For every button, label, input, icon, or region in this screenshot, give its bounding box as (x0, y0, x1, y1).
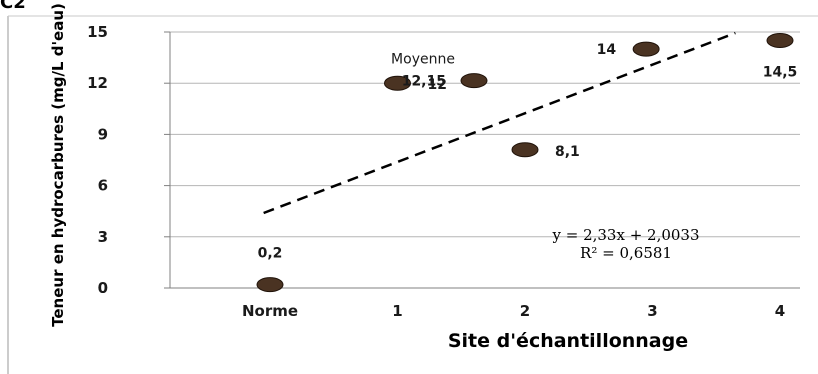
data-point-1 (256, 277, 284, 293)
data-points (256, 33, 794, 293)
y-tick-label-12: 12 (87, 74, 108, 92)
x-tick-label-2: 2 (520, 302, 530, 320)
y-tick-label-15: 15 (87, 23, 108, 41)
x-tick-label-4: 4 (775, 302, 785, 320)
gridlines (170, 31, 800, 238)
y-axis-title: Teneur en hydrocarbures (mg/L d'eau) (49, 3, 67, 327)
trendline (263, 31, 736, 215)
y-tick-labels: 0 3 6 9 12 15 (87, 23, 108, 297)
data-label-4: 14 (597, 42, 617, 58)
x-tick-labels: Norme 1 2 3 4 (242, 302, 785, 320)
data-point-4 (632, 41, 660, 57)
x-axis-title: Site d'échantillonnage (448, 330, 688, 352)
x-tick-label-3: 3 (647, 302, 657, 320)
trendline-equation: y = 2,33x + 2,0033 (551, 226, 699, 244)
y-tick-label-9: 9 (98, 125, 108, 143)
data-labels: 0,2 12 8,1 14 14,5 12,15 Moyenne (258, 42, 798, 262)
y-tick-label-0: 0 (98, 279, 108, 297)
data-label-2: 12 (428, 77, 447, 93)
mean-annotation: Moyenne (391, 52, 455, 68)
y-tick-label-6: 6 (98, 177, 108, 195)
x-tick-label-norme: Norme (242, 302, 298, 320)
x-tick-label-1: 1 (392, 302, 402, 320)
data-point-mean (460, 73, 488, 89)
trendline-group (263, 31, 736, 215)
data-label-3: 8,1 (555, 144, 580, 160)
data-label-1: 0,2 (258, 246, 283, 262)
data-label-5: 14,5 (763, 65, 798, 81)
header-fragment: C2 (0, 0, 26, 13)
data-point-5 (766, 33, 794, 49)
trendline-r-squared: R² = 0,6581 (580, 244, 672, 262)
data-label-mean: 12,15 (402, 74, 446, 90)
data-point-3 (511, 142, 539, 158)
y-tick-label-3: 3 (98, 228, 108, 246)
data-point-2 (384, 75, 411, 91)
